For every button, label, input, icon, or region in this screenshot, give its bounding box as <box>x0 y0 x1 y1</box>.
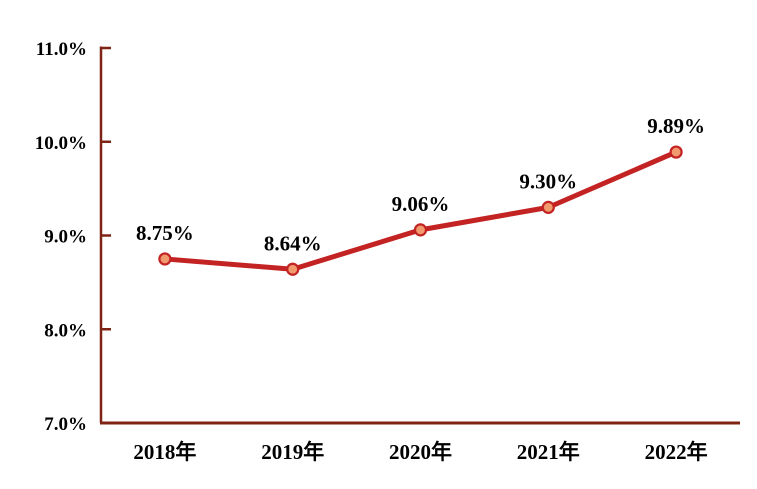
y-tick-label: 9.0% <box>44 227 87 248</box>
y-tick-label: 11.0% <box>36 39 87 60</box>
x-tick-label: 2022年 <box>645 440 708 464</box>
data-point-marker <box>158 252 172 266</box>
x-tick-label: 2019年 <box>261 440 324 464</box>
data-point-marker <box>413 223 428 237</box>
y-tick-label: 7.0% <box>44 414 87 435</box>
data-point-marker <box>669 145 683 159</box>
data-point-marker <box>541 200 555 214</box>
x-tick-label: 2020年 <box>389 440 452 464</box>
x-tick-label: 2018年 <box>133 440 196 464</box>
data-point-label: 8.64% <box>264 231 322 255</box>
y-tick-label: 8.0% <box>44 320 87 341</box>
data-point-marker <box>286 262 300 276</box>
y-tick-label: 10.0% <box>35 133 87 154</box>
data-point-label: 8.75% <box>136 221 194 245</box>
data-point-label: 9.30% <box>519 169 577 193</box>
data-point-label: 9.89% <box>647 114 705 138</box>
data-point-label: 9.06% <box>392 192 450 216</box>
x-tick-label: 2021年 <box>517 440 580 464</box>
